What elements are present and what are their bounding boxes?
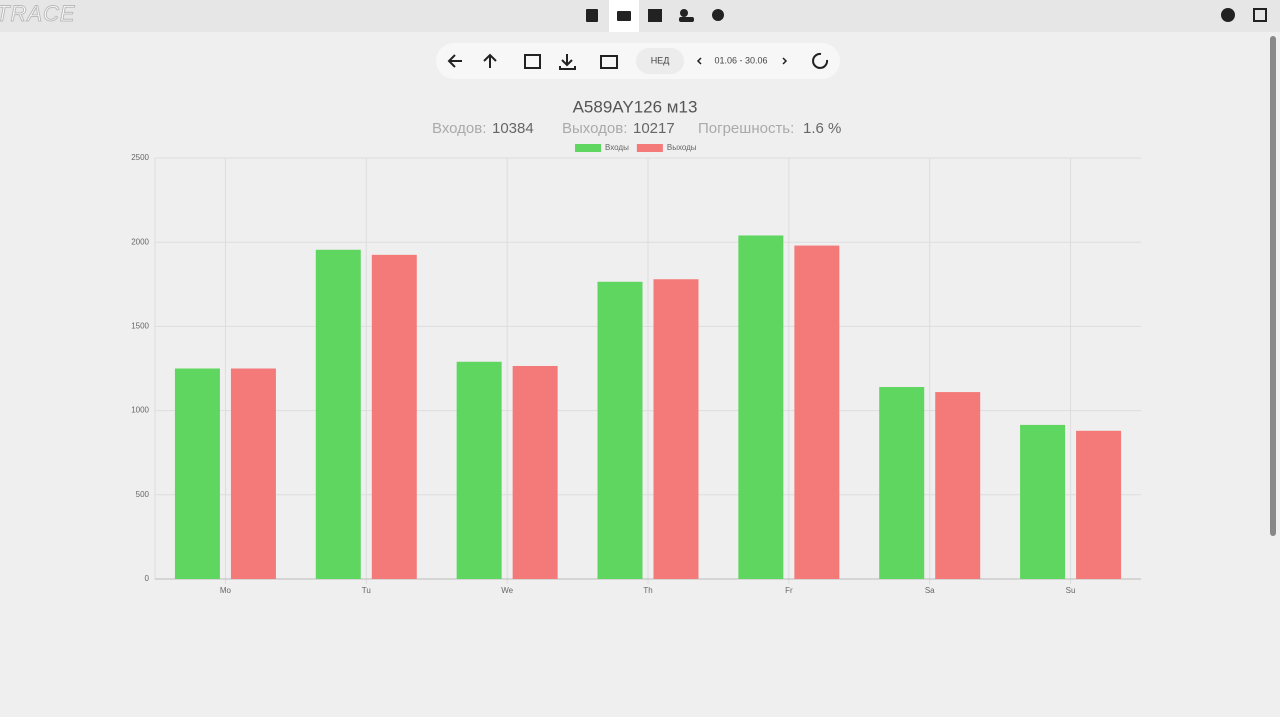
y-tick-label: 500 (136, 490, 150, 499)
summary-label: Выходов: (562, 120, 627, 137)
chart-title: A589AY126 м13 (573, 97, 698, 116)
summary-value: 10217 (633, 120, 675, 137)
users-icon[interactable] (680, 9, 688, 17)
bar (230, 368, 276, 579)
bar (512, 365, 558, 579)
toolbar-icons (447, 52, 829, 70)
summary: Входов: 10384 Выходов: 10217 Погрешность… (432, 120, 841, 137)
x-tick-label: Tu (362, 586, 371, 595)
device-icon (617, 11, 631, 21)
y-tick-label: 2500 (131, 153, 149, 162)
bar (1020, 424, 1066, 579)
register-button[interactable] (600, 55, 618, 69)
summary-value: 10384 (492, 120, 534, 137)
x-tick-label: Mo (220, 586, 232, 595)
bar (879, 387, 925, 579)
bar (597, 281, 643, 579)
fullscreen-icon[interactable] (1253, 8, 1267, 22)
bar (456, 361, 502, 579)
nav-icons (586, 0, 1267, 32)
bank-icon[interactable] (648, 9, 662, 22)
legend-swatch (636, 144, 663, 152)
bar (1076, 430, 1122, 579)
users-icon-body (679, 17, 694, 22)
period[interactable]: НЕД (651, 55, 670, 65)
y-tick-label: 0 (145, 574, 150, 583)
account-icon[interactable] (1221, 8, 1235, 22)
bar (174, 368, 220, 579)
up-button[interactable] (483, 53, 497, 68)
bar (315, 249, 361, 579)
top-bar (0, 0, 1280, 32)
bar (653, 279, 699, 579)
summary-label: Входов: (432, 120, 486, 137)
scrollbar[interactable] (1270, 36, 1276, 536)
shield-icon[interactable] (712, 9, 724, 21)
bar (935, 392, 981, 579)
logo: TRACE (0, 1, 76, 26)
bar (738, 235, 784, 580)
legend-label: Входы (605, 143, 629, 152)
x-tick-label: Su (1066, 586, 1076, 595)
bar (794, 245, 840, 579)
period-button[interactable] (636, 48, 684, 74)
table-button[interactable] (524, 54, 541, 69)
back-button[interactable] (447, 54, 462, 68)
x-tick-label: Th (643, 586, 652, 595)
x-tick-label: We (501, 586, 513, 595)
refresh-button[interactable] (812, 52, 829, 69)
summary-label: Погрешность: (698, 120, 794, 137)
date-range[interactable]: 01.06 - 30.06 (714, 55, 767, 65)
next-button[interactable] (782, 57, 788, 65)
legend-swatch (575, 144, 601, 152)
summary-value: 1.6 % (803, 120, 841, 137)
bar (371, 254, 417, 579)
x-tick-label: Sa (925, 586, 935, 595)
download-button[interactable] (559, 54, 576, 70)
prev-button[interactable] (696, 57, 702, 65)
y-tick-label: 1500 (131, 322, 149, 331)
legend-label: Выходы (667, 143, 697, 152)
y-tick-label: 1000 (131, 406, 149, 415)
map-icon[interactable] (586, 9, 598, 22)
y-tick-label: 2000 (131, 237, 149, 246)
x-tick-label: Fr (785, 586, 793, 595)
